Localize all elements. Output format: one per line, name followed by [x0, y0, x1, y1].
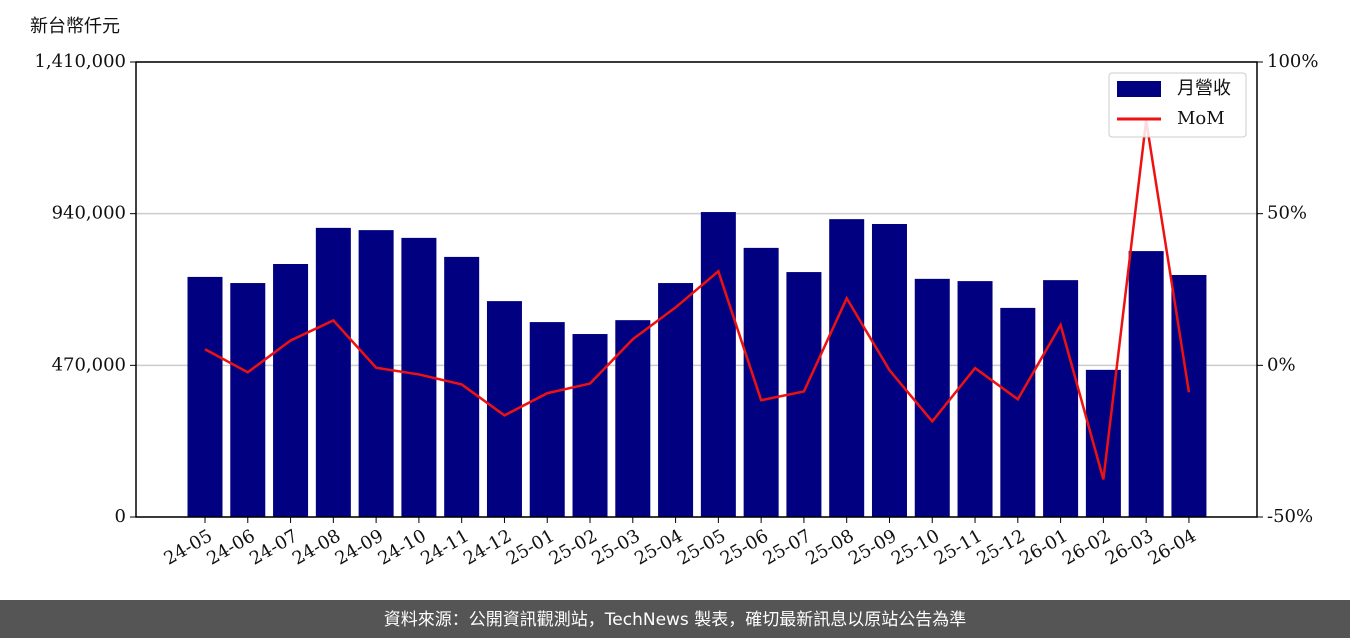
bar — [230, 283, 266, 517]
x-tick-label: 24-12 — [460, 525, 515, 569]
y-tick-label: 470,000 — [52, 354, 126, 375]
plot-frame — [135, 61, 1258, 518]
bar — [444, 256, 480, 517]
x-tick-label: 24-11 — [417, 525, 472, 569]
bar — [658, 283, 694, 517]
x-tick-label: 25-12 — [973, 525, 1028, 569]
x-tick-label: 25-03 — [588, 525, 643, 569]
bar — [957, 281, 993, 517]
bar — [273, 264, 309, 517]
x-tick-label: 25-10 — [888, 525, 943, 569]
x-tick-label: 24-07 — [246, 525, 301, 569]
x-tick-label: 25-06 — [717, 525, 772, 569]
bar — [1128, 251, 1164, 517]
bar — [529, 322, 565, 517]
x-tick-label: 25-11 — [931, 525, 986, 569]
bar — [615, 320, 651, 517]
bar — [358, 230, 394, 517]
x-tick-label: 25-02 — [546, 525, 601, 569]
x-tick-label: 26-01 — [1016, 525, 1071, 569]
x-tick-label: 26-03 — [1102, 525, 1157, 569]
bar — [700, 212, 736, 517]
y2-tick-label: -50% — [1267, 506, 1313, 527]
y-tick-label: 0 — [115, 506, 126, 527]
legend-label: 月營收 — [1177, 78, 1231, 99]
bar — [572, 334, 608, 517]
legend-label: MoM — [1177, 108, 1225, 129]
bar — [1043, 280, 1079, 517]
x-tick-label: 26-02 — [1059, 525, 1114, 569]
x-tick-label: 25-08 — [802, 525, 857, 569]
bar — [829, 219, 865, 518]
x-tick-label: 24-09 — [332, 525, 387, 569]
y-axis-label: 新台幣仟元 — [30, 16, 120, 37]
y-tick-label: 1,410,000 — [34, 51, 126, 72]
bar — [1000, 307, 1036, 517]
x-tick-label: 25-07 — [759, 525, 814, 569]
bar — [914, 278, 950, 517]
y2-tick-label: 50% — [1267, 203, 1307, 224]
x-tick-label: 24-06 — [203, 525, 258, 569]
line — [204, 120, 1191, 480]
x-tick-label: 25-01 — [503, 525, 558, 569]
bar — [743, 247, 779, 517]
x-tick-label: 25-09 — [845, 525, 900, 569]
bar — [187, 276, 223, 517]
x-tick-label: 24-08 — [289, 525, 344, 569]
x-tick-label: 24-05 — [161, 525, 216, 569]
x-tick-label: 26-04 — [1145, 525, 1200, 569]
footer-text: 資料來源：公開資訊觀測站，TechNews 製表，確切最新訊息以原站公告為準 — [384, 610, 966, 630]
x-tick-label: 25-04 — [631, 525, 686, 569]
bar — [1085, 369, 1121, 517]
x-tick-label: 25-05 — [674, 525, 729, 569]
y2-tick-label: 0% — [1267, 354, 1296, 375]
y2-tick-label: 100% — [1267, 51, 1318, 72]
y-tick-label: 940,000 — [52, 203, 126, 224]
legend-swatch — [1117, 81, 1161, 97]
bar — [315, 227, 351, 518]
footer-bar — [0, 600, 1350, 638]
x-tick-label: 24-10 — [374, 525, 429, 569]
